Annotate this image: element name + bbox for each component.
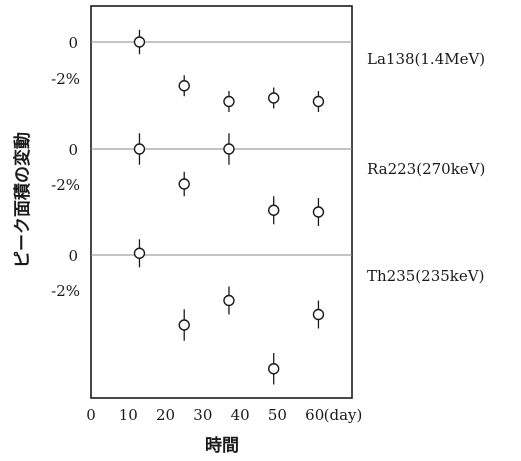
y-axis-title: ピーク面積の変動 — [12, 132, 33, 268]
x-axis-title: 時間 — [205, 435, 239, 456]
plot-frame — [90, 5, 353, 399]
data-point-th235-2 — [223, 294, 235, 307]
x-tick-40: 40 — [231, 406, 250, 424]
data-point-ra223-0 — [133, 143, 146, 155]
data-point-ra223-4 — [312, 206, 325, 218]
y-tick-th235-minus2: -2% — [51, 282, 80, 300]
y-tick-ra223-zero: 0 — [68, 141, 78, 159]
data-point-th235-1 — [178, 319, 190, 331]
x-tick-20: 20 — [156, 406, 175, 424]
y-tick-th235-zero: 0 — [68, 247, 78, 265]
y-tick-la138-zero: 0 — [68, 34, 78, 52]
data-point-ra223-3 — [268, 204, 280, 216]
y-tick-ra223-minus2: -2% — [51, 176, 80, 194]
data-point-th235-4 — [312, 308, 325, 321]
data-point-la138-3 — [268, 92, 280, 104]
series-label-ra223: Ra223(270keV) — [367, 160, 485, 178]
x-tick-60: 60 — [305, 406, 324, 424]
x-tick-labels: 0 10 20 30 40 50 60 — [86, 406, 324, 424]
y-tick-la138-minus2: -2% — [51, 70, 80, 88]
data-point-la138-1 — [178, 80, 190, 92]
x-tick-30: 30 — [193, 406, 212, 424]
data-point-la138-2 — [223, 95, 235, 108]
data-point-la138-4 — [312, 95, 325, 108]
data-point-ra223-2 — [223, 143, 235, 155]
data-point-ra223-1 — [178, 178, 190, 190]
x-tick-0: 0 — [86, 406, 96, 424]
x-unit-label: (day) — [324, 406, 363, 424]
data-point-la138-0 — [133, 36, 146, 48]
x-tick-10: 10 — [119, 406, 138, 424]
series-label-la138: La138(1.4MeV) — [367, 50, 485, 68]
data-point-th235-3 — [268, 363, 280, 375]
x-tick-50: 50 — [268, 406, 287, 424]
series-label-th235: Th235(235keV) — [367, 267, 484, 285]
data-points — [133, 29, 325, 385]
data-point-th235-0 — [133, 247, 146, 259]
